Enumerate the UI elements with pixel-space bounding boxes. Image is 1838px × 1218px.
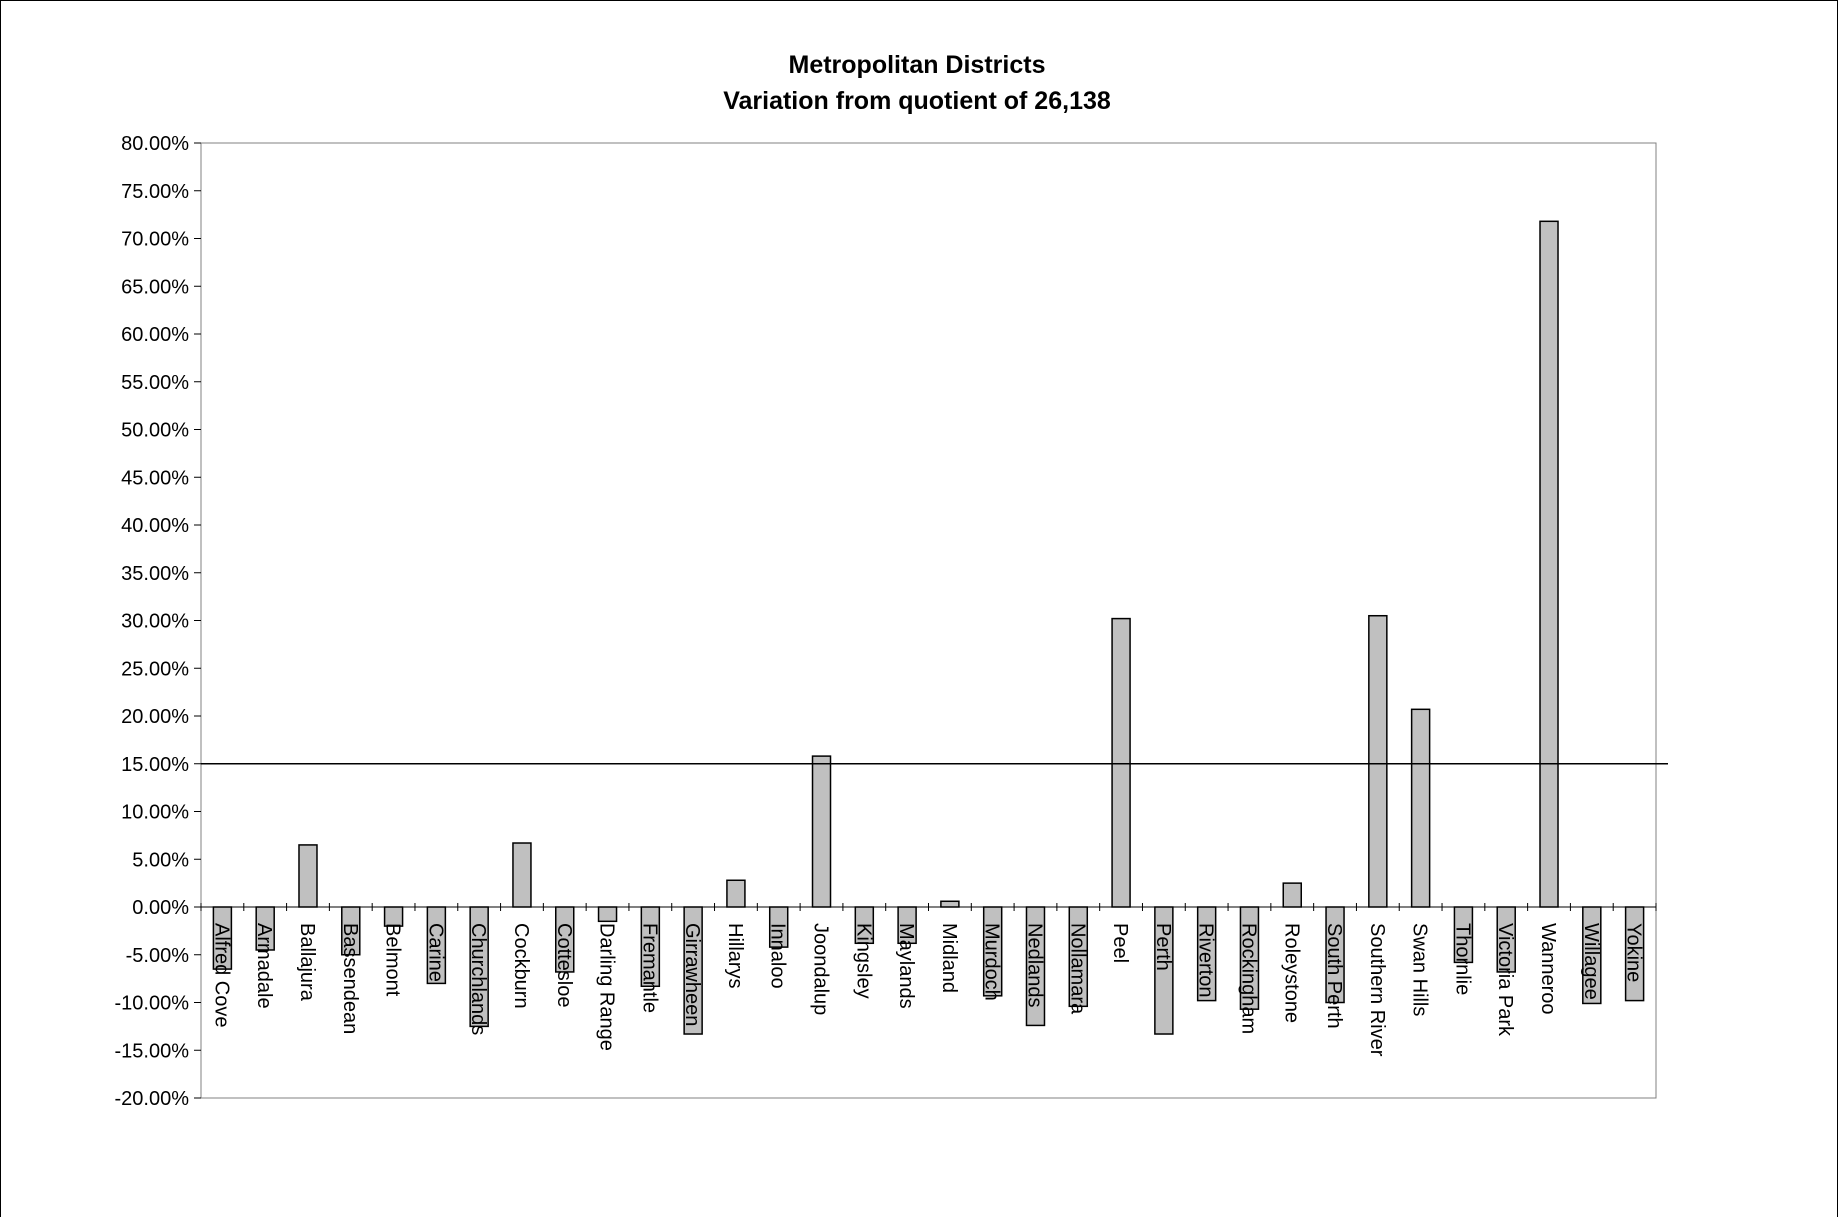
category-label: Yokine [1623,923,1645,982]
y-tick-label: 15.00% [121,754,189,776]
bar [1282,882,1302,908]
y-tick-label: -5.00% [126,945,190,967]
x-axis [200,903,1657,911]
chart-subtitle: Variation from quotient of 26,138 [723,87,1111,115]
category-label: Riverton [1195,923,1217,997]
plot-area [200,142,1657,1099]
category-label: South Perth [1323,923,1345,1029]
category-label: Hillarys [724,923,746,989]
y-tick-label: 40.00% [121,515,189,537]
category-label: Joondalup [810,923,832,1015]
category-label: Nedlands [1023,923,1045,1008]
y-tick-label: 60.00% [121,324,189,346]
category-label: Fremantle [638,923,660,1013]
category-label: Rockingham [1237,923,1259,1034]
category-label: Girrawheen [681,923,703,1026]
category-label: Thornlie [1451,923,1473,995]
category-label: Belmont [382,923,404,997]
y-tick-label: 45.00% [121,467,189,489]
bar [726,879,746,908]
category-label: Midland [938,923,960,993]
y-tick-label: 10.00% [121,802,189,824]
y-tick-label: 25.00% [121,658,189,680]
category-label: Roleystone [1280,923,1302,1023]
y-tick-label: -20.00% [115,1088,190,1110]
bar [1111,617,1131,908]
category-label: Peel [1109,923,1131,963]
bar [512,842,532,908]
bar [298,844,318,908]
y-tick-label: -10.00% [115,993,190,1015]
bar [940,900,960,908]
bar [811,755,832,908]
category-label: Churchlands [467,923,489,1035]
category-label: Kingsley [852,923,874,999]
category-label: Victoria Park [1494,923,1516,1037]
bar [1539,220,1559,908]
y-tick-label: 0.00% [132,897,189,919]
category-label: Cottesloe [553,923,575,1008]
category-label: Murdoch [981,923,1003,1001]
category-label: Wanneroo [1537,923,1559,1015]
y-tick-label: 50.00% [121,420,189,442]
y-tick-label: 35.00% [121,563,189,585]
y-tick-label: 80.00% [121,133,189,155]
chart-title: Metropolitan Districts [789,51,1046,79]
y-tick-label: 20.00% [121,706,189,728]
category-label: Innaloo [767,923,789,989]
category-label: Darling Range [596,923,618,1051]
y-tick-label: 30.00% [121,611,189,633]
category-label: Armadale [253,923,275,1009]
category-label: Willagee [1580,923,1602,1000]
category-label: Carine [424,923,446,982]
category-labels: Alfred Cove Armadale Ballajura Bassendean Be… [210,923,1644,1057]
category-label: Maylands [895,923,917,1009]
y-tick-label: -15.00% [115,1040,190,1062]
category-label: Perth [1152,923,1174,971]
y-tick-label: 65.00% [121,276,189,298]
category-label: Nollamara [1066,923,1088,1015]
y-tick-label: 5.00% [132,849,189,871]
category-label: Southern River [1366,923,1388,1057]
category-label: Alfred Cove [210,923,232,1028]
bars-group [212,220,1645,1035]
bar [1410,708,1431,908]
bar [597,906,618,923]
category-label: Bassendean [339,923,361,1034]
y-tick-label: 75.00% [121,181,189,203]
category-label: Ballajura [296,923,318,1002]
category-label: Swan Hills [1409,923,1431,1016]
y-axis: -20.00% -15.00% -10.00% -5.00% 0.00% 5.00% 10.… [115,133,201,1110]
y-tick-label: 55.00% [121,372,189,394]
category-label: Cockburn [510,923,532,1009]
bar [1368,614,1388,908]
y-tick-label: 70.00% [121,229,189,251]
